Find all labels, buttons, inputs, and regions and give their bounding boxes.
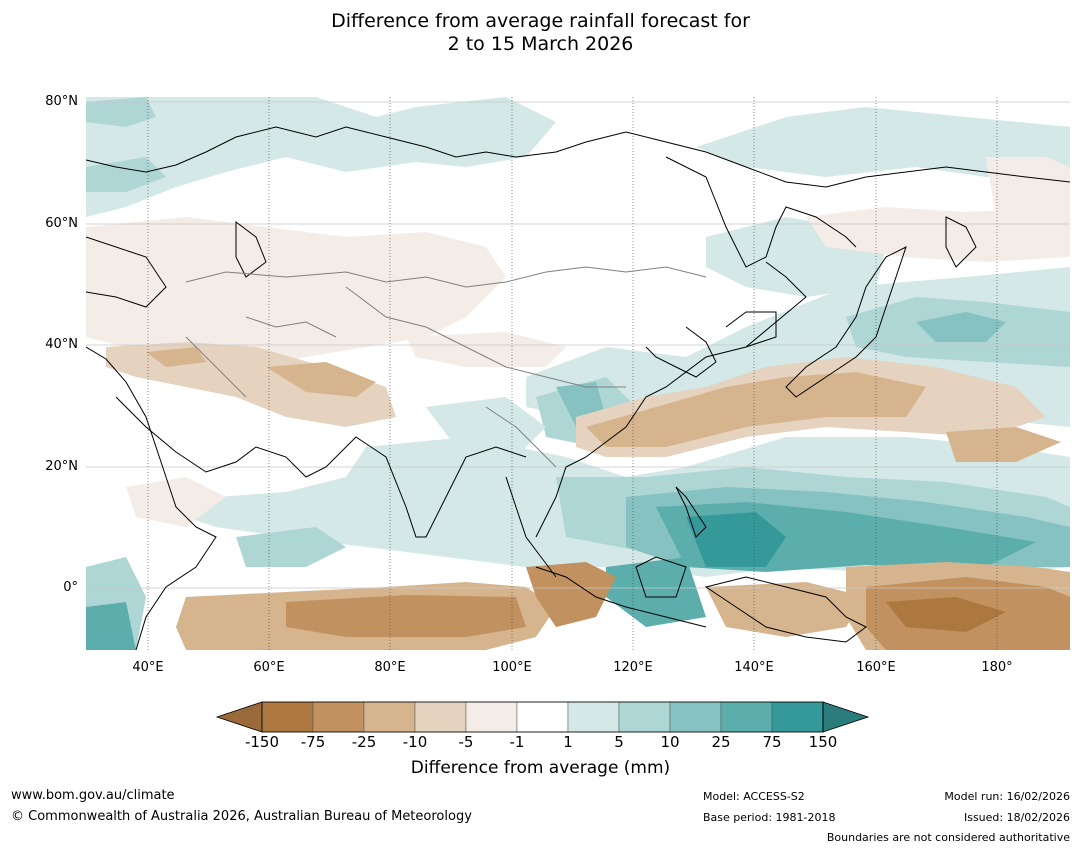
colorbar-label: Difference from average (mm) [410,758,671,778]
lon-label-160e: 160°E [856,660,896,675]
colorbar-segment [516,701,569,733]
footer-disclaimer: Boundaries are not considered authoritat… [826,831,1070,844]
colorbar-segment [414,701,467,733]
colorbar-tick-label: 25 [711,733,731,751]
lat-label-80n: 80°N [45,94,78,109]
colorbar-segment [567,701,620,733]
colorbar-segment [720,701,773,733]
lat-label-equator: 0° [63,580,78,595]
colorbar-tick-label: 1 [563,733,573,751]
colorbar-tick-label: -150 [244,733,280,751]
graticule [86,97,1070,650]
colorbar-extend-low [215,701,263,733]
footer-model-run: Model run: 16/02/2026 [944,790,1070,803]
footer-copyright: © Commonwealth of Australia 2026, Austra… [11,809,472,824]
colorbar-tick-label: -1 [509,733,525,751]
colorbar-segment [465,701,518,733]
footer-model: Model: ACCESS-S2 [703,790,805,803]
colorbar-tick-label: -25 [351,733,377,751]
lon-label-180: 180° [981,660,1013,675]
colorbar-tick-label: -10 [402,733,428,751]
lon-label-120e: 120°E [613,660,653,675]
wet-anomaly-regions [86,97,1070,650]
map-title-line1: Difference from average rainfall forecas… [331,10,750,32]
colorbar-tick-label: 150 [808,733,838,751]
lat-label-20n: 20°N [45,459,78,474]
coastlines [86,126,1070,650]
colorbar-extend-high [822,701,870,733]
colorbar-tick-label: 75 [762,733,782,751]
colorbar-segment [261,701,314,733]
colorbar [215,701,870,733]
dry-anomaly-regions [86,157,1070,650]
footer-base-period: Base period: 1981-2018 [703,811,836,824]
colorbar-tick-label: 10 [660,733,680,751]
colorbar-segment [363,701,416,733]
lat-label-60n: 60°N [45,216,78,231]
colorbar-tick-label: -75 [300,733,326,751]
lon-label-80e: 80°E [374,660,406,675]
colorbar-tick-label: -5 [458,733,474,751]
colorbar-segment [669,701,722,733]
lon-label-100e: 100°E [492,660,532,675]
rainfall-anomaly-map [86,97,1070,650]
country-boundaries [185,266,707,468]
footer-url[interactable]: www.bom.gov.au/climate [11,788,175,803]
colorbar-segment [312,701,365,733]
footer-issued: Issued: 18/02/2026 [963,811,1070,824]
lon-label-140e: 140°E [734,660,774,675]
colorbar-outline [261,701,824,733]
lat-label-40n: 40°N [45,337,78,352]
lon-label-40e: 40°E [132,660,164,675]
colorbar-segment [618,701,671,733]
colorbar-tick-label: 5 [614,733,624,751]
colorbar-segment [771,701,824,733]
lon-label-60e: 60°E [253,660,285,675]
map-title-line2: 2 to 15 March 2026 [447,33,634,55]
